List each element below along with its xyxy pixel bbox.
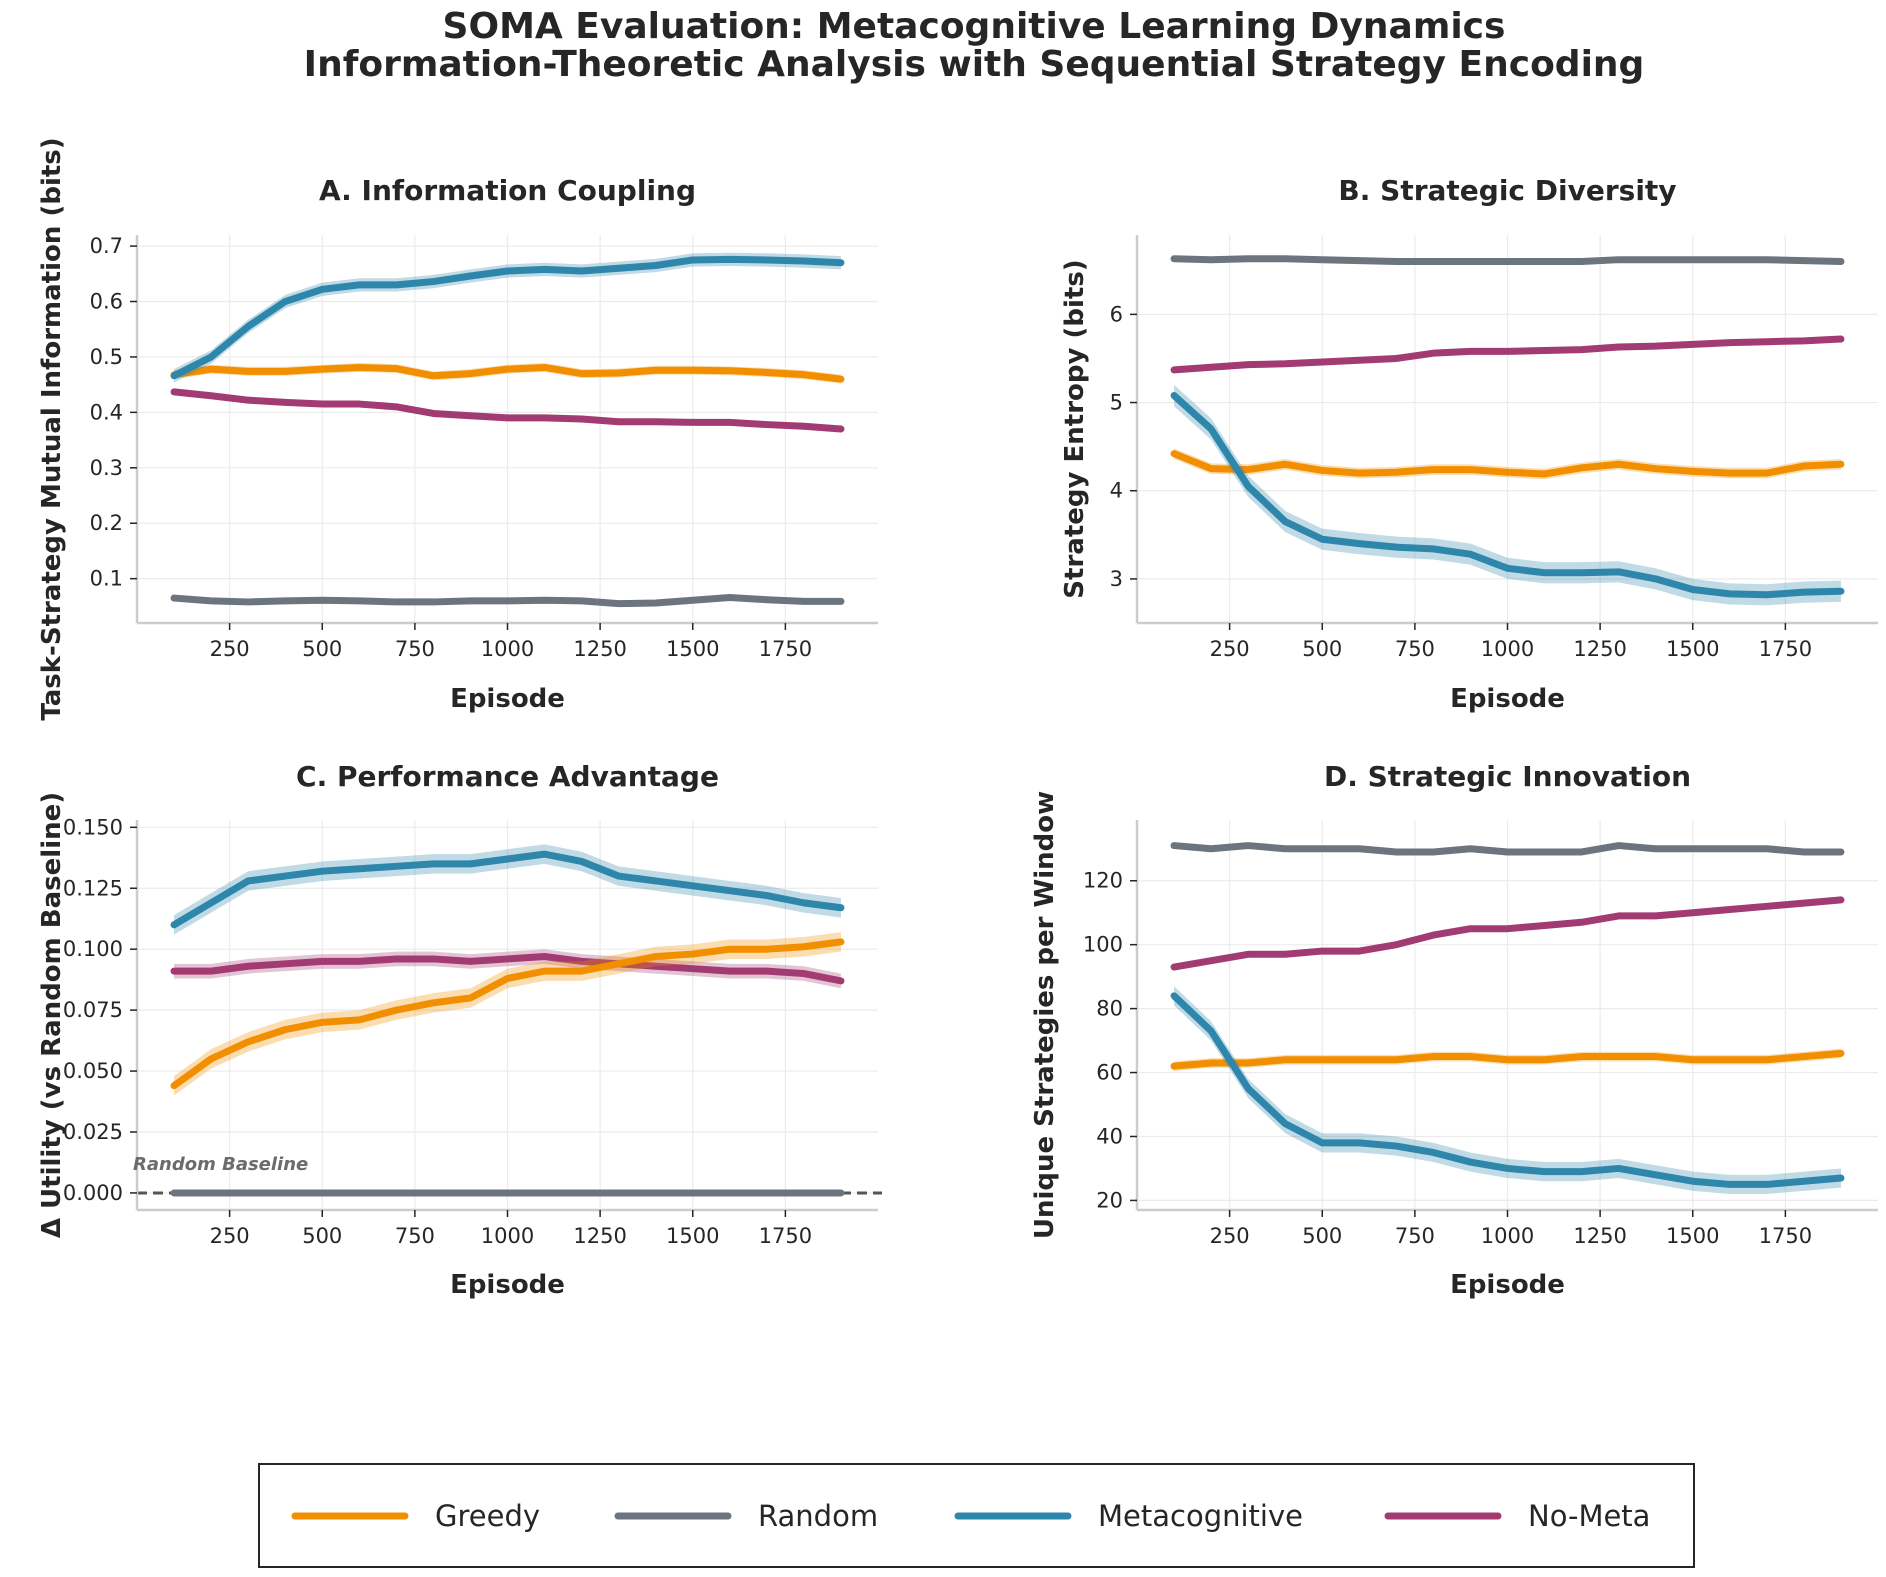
x-tick-label: 1500 xyxy=(1666,637,1719,661)
y-tick-label: 0.125 xyxy=(63,876,123,900)
x-tick-label: 250 xyxy=(210,637,250,661)
x-tick-label: 1500 xyxy=(666,1224,719,1248)
panel-title: D. Strategic Innovation xyxy=(1324,760,1691,793)
x-axis-label: Episode xyxy=(450,1270,565,1300)
x-tick-label: 1000 xyxy=(481,637,534,661)
series-no-meta xyxy=(170,388,845,433)
series-line xyxy=(170,594,845,608)
panel-title: C. Performance Advantage xyxy=(296,760,719,793)
legend-label: No-Meta xyxy=(1528,1499,1650,1533)
series-random xyxy=(1170,255,1845,265)
series-line xyxy=(1170,255,1845,265)
x-tick-label: 1750 xyxy=(1759,637,1812,661)
series-no-meta xyxy=(170,949,845,989)
y-tick-label: 6 xyxy=(1110,302,1123,326)
y-tick-label: 0.075 xyxy=(63,998,123,1022)
series-metacognitive xyxy=(1170,384,1845,606)
y-tick-label: 120 xyxy=(1083,869,1123,893)
legend-entry-no-meta: No-Meta xyxy=(1384,1499,1650,1533)
y-axis-label: Task-Strategy Mutual Information (bits) xyxy=(37,137,67,720)
legend-label: Metacognitive xyxy=(1098,1499,1303,1533)
x-tick-label: 1250 xyxy=(573,637,626,661)
y-tick-label: 0.2 xyxy=(90,511,123,535)
x-tick-label: 1000 xyxy=(481,1224,534,1248)
x-tick-label: 1500 xyxy=(1666,1224,1719,1248)
x-tick-label: 750 xyxy=(395,1224,435,1248)
y-tick-label: 0.1 xyxy=(90,567,123,591)
y-tick-label: 0.4 xyxy=(90,400,123,424)
legend-entry-greedy: Greedy xyxy=(291,1499,540,1533)
x-tick-label: 1750 xyxy=(1759,1224,1812,1248)
series-metacognitive xyxy=(170,252,845,383)
y-tick-label: 40 xyxy=(1096,1124,1123,1148)
x-tick-label: 1750 xyxy=(759,1224,812,1248)
y-tick-label: 3 xyxy=(1110,567,1123,591)
x-tick-label: 1000 xyxy=(1481,637,1534,661)
legend: Greedy Random Metacognitive No-Meta xyxy=(258,1463,1695,1568)
x-tick-label: 1750 xyxy=(759,637,812,661)
legend-entry-metacognitive: Metacognitive xyxy=(954,1499,1303,1533)
x-tick-label: 1250 xyxy=(1573,1224,1626,1248)
y-tick-label: 4 xyxy=(1110,479,1123,503)
y-axis-label: Strategy Entropy (bits) xyxy=(1060,259,1090,598)
x-axis-label: Episode xyxy=(1450,1270,1565,1300)
y-tick-label: 100 xyxy=(1083,933,1123,957)
panel-c-performance-advantage: 250 500 750 1000 1250 1500 1750 0.000 0.025 0.050… xyxy=(37,760,882,1300)
x-tick-label: 250 xyxy=(1210,637,1250,661)
panel-b-strategic-diversity: 250 500 750 1000 1250 1500 1750 3 4 5 6 B. Strategi… xyxy=(1060,174,1878,714)
series-no-meta xyxy=(1170,896,1845,971)
series-greedy xyxy=(1170,448,1845,480)
y-tick-label: 0.5 xyxy=(90,345,123,369)
series-random xyxy=(1170,842,1845,856)
y-tick-label: 0.025 xyxy=(63,1120,123,1144)
x-axis-label: Episode xyxy=(450,684,565,714)
legend-label: Greedy xyxy=(435,1499,540,1533)
confidence-band xyxy=(1174,384,1841,606)
series-greedy xyxy=(1170,1048,1845,1071)
y-tick-label: 0.100 xyxy=(63,937,123,961)
y-tick-label: 60 xyxy=(1096,1061,1123,1085)
x-tick-label: 1000 xyxy=(1481,1224,1534,1248)
x-tick-label: 750 xyxy=(1395,1224,1435,1248)
y-tick-label: 0.000 xyxy=(63,1181,123,1205)
panel-title: B. Strategic Diversity xyxy=(1338,174,1676,207)
x-tick-label: 1500 xyxy=(666,637,719,661)
legend-entry-random: Random xyxy=(614,1499,878,1533)
series-no-meta xyxy=(1170,335,1845,374)
y-tick-label: 0.050 xyxy=(63,1059,123,1083)
y-tick-label: 0.7 xyxy=(90,234,123,258)
x-tick-label: 250 xyxy=(210,1224,250,1248)
x-tick-label: 1250 xyxy=(1573,637,1626,661)
panels: 250 500 750 1000 1250 1500 1750 0.1 0.2 0.3 0.4 0.5… xyxy=(37,137,1878,1300)
y-tick-label: 0.6 xyxy=(90,290,123,314)
y-axis-label: Δ Utility (vs Random Baseline) xyxy=(37,792,67,1238)
figure-title-line2: Information-Theoretic Analysis with Sequ… xyxy=(304,44,1645,85)
panel-a-information-coupling: 250 500 750 1000 1250 1500 1750 0.1 0.2 0.3 0.4 0.5… xyxy=(37,137,878,721)
x-tick-label: 500 xyxy=(1302,637,1342,661)
y-tick-label: 20 xyxy=(1096,1188,1123,1212)
series-random xyxy=(170,594,845,608)
y-tick-label: 80 xyxy=(1096,997,1123,1021)
x-tick-label: 750 xyxy=(395,637,435,661)
figure-title-line1: SOMA Evaluation: Metacognitive Learning … xyxy=(443,6,1506,47)
series-metacognitive xyxy=(1170,986,1845,1195)
legend-label: Random xyxy=(758,1499,878,1533)
x-tick-label: 750 xyxy=(1395,637,1435,661)
y-tick-label: 5 xyxy=(1110,391,1123,415)
x-tick-label: 250 xyxy=(1210,1224,1250,1248)
y-tick-label: 0.150 xyxy=(63,815,123,839)
x-tick-label: 500 xyxy=(302,637,342,661)
y-tick-label: 0.3 xyxy=(90,456,123,480)
series-metacognitive xyxy=(170,844,845,935)
x-tick-label: 500 xyxy=(1302,1224,1342,1248)
panel-d-strategic-innovation: 250 500 750 1000 1250 1500 1750 20 40 60 80 100 120 D… xyxy=(1030,760,1878,1300)
panel-title: A. Information Coupling xyxy=(319,174,696,207)
x-axis-label: Episode xyxy=(1450,684,1565,714)
baseline-annotation: Random Baseline xyxy=(133,1154,308,1175)
x-tick-label: 1250 xyxy=(573,1224,626,1248)
series-greedy xyxy=(170,932,845,1096)
x-tick-label: 500 xyxy=(302,1224,342,1248)
y-axis-label: Unique Strategies per Window xyxy=(1030,791,1060,1239)
